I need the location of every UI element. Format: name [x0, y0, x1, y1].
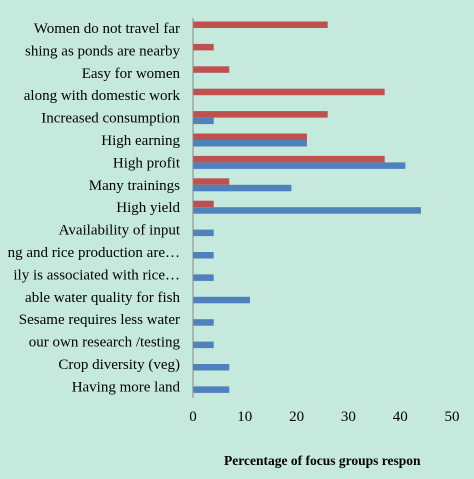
- category-label: Crop diversity (veg): [58, 357, 180, 373]
- bar-series-2: [193, 229, 214, 237]
- category-label: Availability of input: [59, 223, 181, 239]
- bar-series-2: [193, 319, 214, 326]
- bar-series-2: [193, 296, 250, 304]
- category-label: along with domestic work: [24, 88, 181, 104]
- category-label: ng and rice production are…: [8, 245, 180, 261]
- x-axis-title: Percentage of focus groups respon: [224, 453, 421, 468]
- bar-series-2: [193, 184, 292, 192]
- bar-series-2: [193, 364, 230, 371]
- bar-series-1: [193, 200, 214, 208]
- bar-series-2: [193, 252, 214, 259]
- category-label: Women do not travel far: [34, 21, 180, 37]
- category-label: High profit: [113, 155, 181, 171]
- category-labels-layer: Women do not travel far shing as ponds ar…: [8, 21, 181, 395]
- bar-series-1: [193, 43, 214, 51]
- category-label: able water quality for fish: [25, 290, 180, 306]
- category-label: High earning: [101, 133, 180, 149]
- bar-series-2: [193, 117, 214, 125]
- category-label: Increased consumption: [41, 111, 180, 127]
- x-tick-label: 20: [289, 409, 304, 425]
- x-tick-label: 10: [237, 409, 252, 425]
- bar-series-2: [193, 386, 230, 393]
- x-tick-labels-layer: 0 10 20 30 40 50: [189, 409, 459, 425]
- bar-series-2: [193, 162, 406, 169]
- x-tick-label: 30: [341, 409, 356, 425]
- x-tick-label: 50: [445, 409, 460, 425]
- bar-series-2: [193, 341, 214, 349]
- bar-series-1: [193, 178, 230, 185]
- bar-series-2: [193, 140, 307, 147]
- category-label: our own research /testing: [29, 335, 181, 351]
- category-label: shing as ponds are nearby: [25, 43, 180, 59]
- x-tick-label: 0: [189, 409, 197, 425]
- bar-series-1: [193, 133, 307, 140]
- bar-series-2: [193, 274, 214, 281]
- category-label: ily is associated with rice…: [13, 267, 180, 283]
- category-label: Sesame requires less water: [19, 312, 180, 328]
- category-label: Many trainings: [89, 178, 180, 194]
- bar-series-1: [193, 111, 328, 118]
- category-label: High yield: [116, 200, 180, 216]
- bar-series-2: [193, 207, 421, 214]
- x-tick-label: 40: [393, 409, 408, 425]
- bar-series-1: [193, 66, 230, 73]
- bars-layer: [193, 21, 421, 393]
- bar-series-1: [193, 88, 385, 96]
- category-label: Having more land: [72, 379, 181, 395]
- bar-series-1: [193, 21, 328, 28]
- category-label: Easy for women: [82, 66, 181, 82]
- bar-series-1: [193, 155, 385, 163]
